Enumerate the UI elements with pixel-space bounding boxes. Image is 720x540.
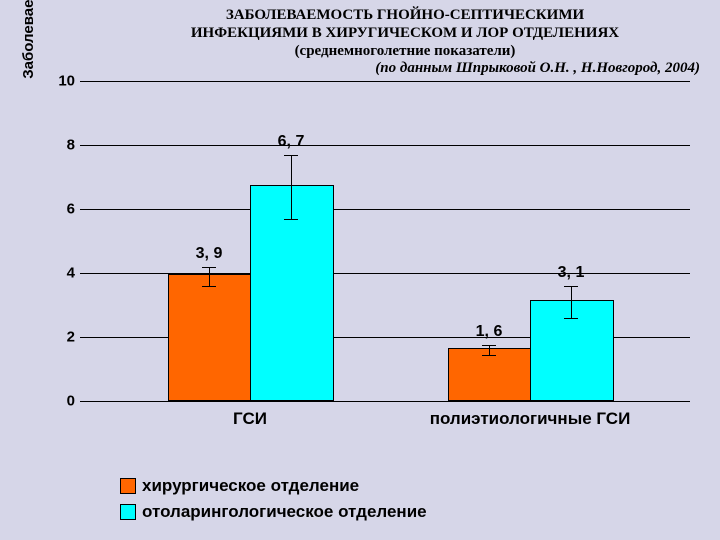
legend-swatch-1: [120, 504, 136, 520]
category-label: полиэтиологичные ГСИ: [430, 409, 631, 429]
bar: [530, 300, 614, 401]
category-label: ГСИ: [233, 409, 267, 429]
error-bar: [489, 345, 490, 355]
bar: [448, 348, 532, 401]
title-line-4: (по данным Шпрыковой О.Н. , Н.Новгород, …: [100, 60, 710, 77]
error-bar: [209, 267, 210, 286]
error-cap: [564, 286, 578, 287]
gridline: [80, 209, 690, 210]
title-line-2: ИНФЕКЦИЯМИ В ХИРУГИЧЕСКОМ И ЛОР ОТДЕЛЕНИ…: [100, 24, 710, 42]
error-bar: [571, 286, 572, 318]
gridline: [80, 145, 690, 146]
error-cap: [482, 345, 496, 346]
title-line-1: ЗАБОЛЕВАЕМОСТЬ ГНОЙНО-СЕПТИЧЕСКИМИ: [100, 6, 710, 24]
y-tick-label: 8: [50, 137, 75, 154]
gridline: [80, 401, 690, 402]
value-label: 3, 1: [558, 264, 585, 282]
gridline: [80, 81, 690, 82]
error-cap: [202, 267, 216, 268]
chart-area: Заболеваемость (на 100 пациентов) 024681…: [30, 80, 690, 430]
y-tick-label: 10: [50, 73, 75, 90]
y-axis-label: Заболеваемость (на 100 пациентов): [20, 0, 37, 95]
bar: [250, 185, 334, 401]
bar: [168, 274, 252, 401]
y-tick-label: 0: [50, 393, 75, 410]
legend-label-0: хирургическое отделение: [142, 476, 359, 496]
legend: хирургическое отделение отоларингологиче…: [120, 470, 427, 522]
error-cap: [284, 219, 298, 220]
y-tick-label: 4: [50, 265, 75, 282]
error-bar: [291, 155, 292, 219]
y-tick-label: 2: [50, 329, 75, 346]
legend-swatch-0: [120, 478, 136, 494]
y-tick-label: 6: [50, 201, 75, 218]
error-cap: [284, 155, 298, 156]
chart-title: ЗАБОЛЕВАЕМОСТЬ ГНОЙНО-СЕПТИЧЕСКИМИ ИНФЕК…: [100, 6, 710, 77]
value-label: 3, 9: [196, 245, 223, 263]
error-cap: [564, 318, 578, 319]
value-label: 1, 6: [476, 323, 503, 341]
title-line-3: (среднемноголетние показатели): [100, 42, 710, 60]
error-cap: [202, 286, 216, 287]
error-cap: [482, 355, 496, 356]
legend-item-0: хирургическое отделение: [120, 476, 427, 496]
value-label: 6, 7: [278, 133, 305, 151]
legend-item-1: отоларингологическое отделение: [120, 502, 427, 522]
chart-plot: 02468103, 96, 7ГСИ1, 63, 1полиэтиологичн…: [80, 80, 690, 401]
legend-label-1: отоларингологическое отделение: [142, 502, 427, 522]
